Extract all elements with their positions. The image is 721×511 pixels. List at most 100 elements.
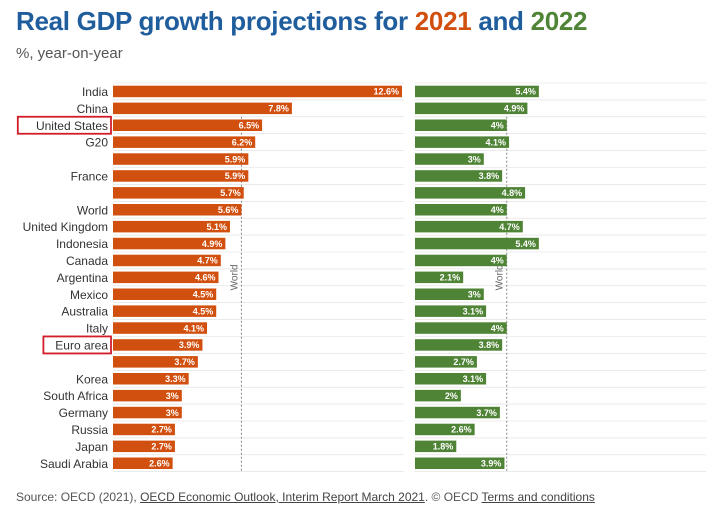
data-label-2021: 2.6% xyxy=(149,459,170,469)
data-label-2021: 4.9% xyxy=(202,239,223,249)
category-label: Saudi Arabia xyxy=(40,457,108,471)
category-label: Indonesia xyxy=(56,237,108,251)
bar-2021 xyxy=(113,119,263,131)
source-prefix: Source: OECD (2021), xyxy=(16,490,141,504)
bar-2022 xyxy=(415,237,539,250)
bar-2021 xyxy=(113,254,221,267)
category-label: Australia xyxy=(61,305,108,319)
bar-2022 xyxy=(415,406,500,419)
bar-2022 xyxy=(415,170,503,182)
data-label-2021: 3% xyxy=(166,408,179,418)
category-label: Mexico xyxy=(70,288,108,302)
highlight-box xyxy=(16,115,112,135)
data-label-2022: 3.9% xyxy=(481,459,502,469)
bar-2021 xyxy=(113,187,244,199)
category-label: Korea xyxy=(76,372,108,386)
data-label-2021: 6.5% xyxy=(239,121,260,131)
data-label-2022: 4% xyxy=(491,121,504,131)
source-note: Source: OECD (2021), OECD Economic Outlo… xyxy=(16,490,595,504)
category-label: Germany xyxy=(59,406,108,420)
bar-2022 xyxy=(415,423,475,436)
data-label-2022: 4.8% xyxy=(502,188,523,198)
category-label: World xyxy=(77,203,108,217)
data-label-2022: 4% xyxy=(491,256,504,266)
bar-2022 xyxy=(415,305,487,317)
data-label-2022: 2.7% xyxy=(453,357,474,367)
bar-2022 xyxy=(415,389,461,402)
data-label-2021: 5.6% xyxy=(218,205,239,215)
category-label: Argentina xyxy=(57,271,109,285)
category-label: Japan xyxy=(75,440,108,454)
terms-link[interactable]: Terms and conditions xyxy=(481,490,595,504)
world-reference-label: World xyxy=(495,264,506,290)
bar-2022 xyxy=(415,85,539,98)
category-label: India xyxy=(82,85,108,99)
title-year-2021: 2021 xyxy=(414,6,472,36)
data-label-2021: 4.6% xyxy=(195,273,216,283)
bar-2022 xyxy=(415,153,484,165)
gdp-bar-chart: India China United States G20 France World Uni… xyxy=(16,82,706,473)
data-label-2022: 1.8% xyxy=(433,442,454,452)
bar-2022 xyxy=(415,220,523,233)
data-label-2021: 3.3% xyxy=(165,374,186,384)
data-label-2022: 3.7% xyxy=(476,408,497,418)
bar-2021 xyxy=(113,271,219,284)
bar-2021 xyxy=(113,440,175,453)
bar-2022 xyxy=(415,339,503,351)
title-joiner: and xyxy=(471,6,531,36)
data-label-2021: 3% xyxy=(166,391,179,401)
bar-2022 xyxy=(415,271,464,284)
category-label: France xyxy=(71,169,109,183)
data-label-2022: 4.9% xyxy=(504,104,525,114)
bar-2022 xyxy=(415,457,505,469)
data-label-2021: 5.9% xyxy=(225,154,246,164)
bar-2021 xyxy=(113,423,175,436)
bar-2022 xyxy=(415,288,484,300)
title-prefix: Real GDP growth projections for xyxy=(16,6,415,36)
data-label-2022: 4.1% xyxy=(486,137,507,147)
bar-2022 xyxy=(415,356,477,368)
category-label: Euro area xyxy=(55,338,108,352)
bar-2021 xyxy=(113,389,182,402)
category-label: Canada xyxy=(66,254,108,268)
title-year-2022: 2022 xyxy=(530,6,588,36)
bar-2021 xyxy=(113,339,203,351)
source-report-link[interactable]: OECD Economic Outlook, Interim Report Ma… xyxy=(140,490,425,504)
data-label-2022: 2.6% xyxy=(451,425,472,435)
bar-2021 xyxy=(113,237,226,250)
data-label-2021: 4.1% xyxy=(184,323,205,333)
bar-2022 xyxy=(415,254,507,267)
data-label-2022: 3.1% xyxy=(463,374,484,384)
world-reference-label: World xyxy=(229,264,240,290)
data-label-2022: 3.8% xyxy=(479,171,500,181)
bar-2021 xyxy=(113,102,292,115)
data-label-2021: 2.7% xyxy=(151,425,172,435)
bar-2021 xyxy=(113,288,217,300)
data-label-2022: 3.1% xyxy=(463,306,484,316)
data-label-2021: 7.8% xyxy=(268,104,289,114)
data-label-2022: 2.1% xyxy=(440,273,461,283)
bar-2022 xyxy=(415,373,487,385)
data-label-2022: 5.4% xyxy=(515,239,536,249)
bar-2021 xyxy=(113,406,182,419)
category-label: G20 xyxy=(85,136,108,150)
data-label-2021: 12.6% xyxy=(373,87,399,97)
category-label: Italy xyxy=(86,322,108,336)
data-label-2021: 5.7% xyxy=(220,188,241,198)
data-label-2022: 4.7% xyxy=(499,222,520,232)
bar-2022 xyxy=(415,322,507,334)
bar-2021 xyxy=(113,457,173,469)
data-label-2021: 5.1% xyxy=(206,222,227,232)
bar-2021 xyxy=(113,356,198,368)
bar-2021 xyxy=(113,220,230,233)
bar-2021 xyxy=(113,170,249,182)
source-middle: . © OECD xyxy=(424,490,482,504)
bar-2022 xyxy=(415,204,507,216)
data-label-2021: 4.5% xyxy=(193,290,214,300)
bar-2021 xyxy=(113,322,208,334)
bar-2021 xyxy=(113,305,217,317)
data-label-2022: 2% xyxy=(445,391,458,401)
data-label-2021: 3.7% xyxy=(174,357,195,367)
bar-2021 xyxy=(113,204,242,216)
bar-2022 xyxy=(415,136,510,148)
